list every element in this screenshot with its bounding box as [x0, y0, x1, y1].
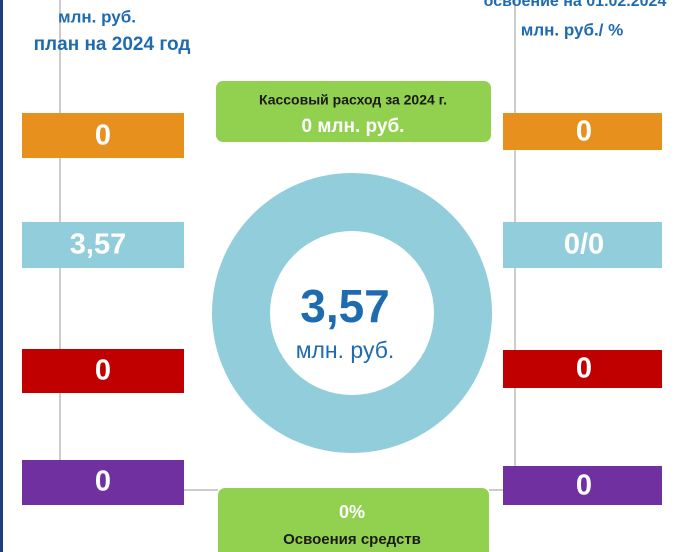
left-border: [0, 0, 3, 552]
right-box: [503, 466, 662, 505]
right-box-value: 0: [576, 353, 592, 385]
left-unit: млн. руб.: [58, 7, 136, 26]
right-box-value: 0: [576, 470, 592, 502]
mastery-value: 0%: [339, 502, 365, 522]
right-unit: млн. руб./ %: [521, 20, 624, 39]
right-box: [503, 222, 662, 268]
left-box-value: 0: [95, 466, 111, 498]
left-box: [22, 460, 184, 505]
left-box: [22, 349, 184, 393]
right-box: [503, 113, 662, 150]
right-box-value: 0: [576, 116, 592, 148]
mastery-label: Освоения средств: [283, 531, 421, 548]
cash-label: Кассовый расход за 2024 г.: [259, 92, 447, 108]
left-box: [22, 113, 184, 158]
left-title: план на 2024 год: [34, 34, 191, 55]
right-title: освоение на 01.02.2024: [484, 0, 667, 10]
left-box-value: 3,57: [70, 229, 126, 261]
cash-value: 0 млн. руб.: [302, 116, 405, 137]
left-box-value: 0: [95, 355, 111, 387]
right-box: [503, 350, 662, 388]
donut: [212, 173, 492, 453]
left-box-value: 0: [95, 120, 111, 152]
right-box-value: 0/0: [564, 229, 604, 261]
left-box: [22, 222, 184, 268]
center-unit: млн. руб.: [296, 337, 395, 363]
cash-box: [216, 81, 491, 142]
mastery-box: [218, 488, 489, 552]
center-value: 3,57: [300, 280, 390, 332]
